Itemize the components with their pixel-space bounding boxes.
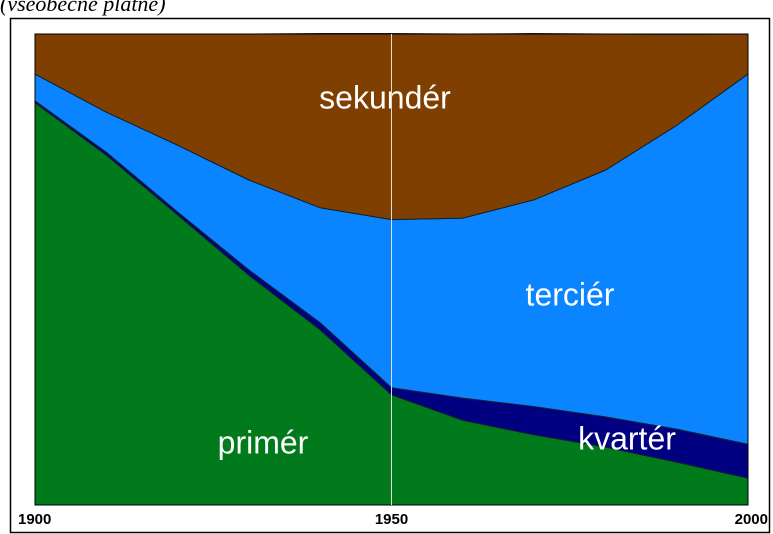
area-label: terciér [526, 276, 615, 312]
x-tick-label: 2000 [735, 511, 768, 528]
x-tick-label: 1900 [18, 511, 51, 528]
area-label: sekundér [319, 79, 451, 115]
chart-subtitle: (všeobecně platné) [0, 0, 166, 16]
area-label: primér [218, 424, 309, 460]
frame [9, 17, 771, 534]
x-tick-label: 1950 [375, 511, 408, 528]
area-label: kvartér [578, 420, 676, 456]
